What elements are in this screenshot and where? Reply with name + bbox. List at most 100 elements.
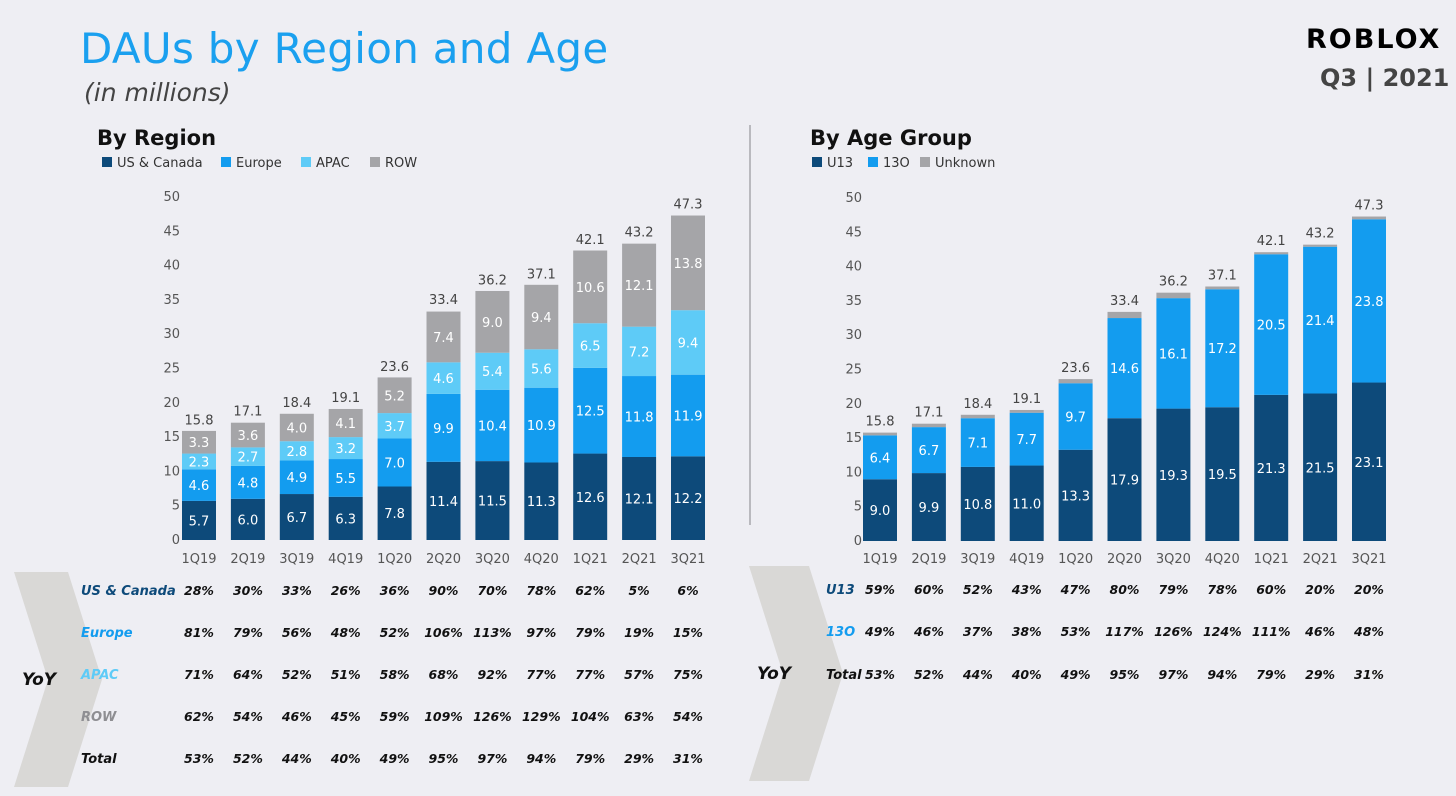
x-tick-label: 2Q20 [426,552,461,567]
data-label-us-and-canada: 6.0 [238,513,259,528]
page-title: DAUs by Region and Age [80,24,609,73]
yoy-cell-13o: 46% [1304,624,1335,639]
y-tick-label: 45 [845,225,862,240]
yoy-cell-13o: 126% [1154,624,1193,639]
y-tick-label: 5 [854,500,862,515]
yoy-cell-us-and-canada: 36% [380,583,410,598]
y-tick-label: 20 [163,396,180,411]
data-label-europe: 11.8 [625,411,654,426]
yoy-cell-row: 46% [281,709,312,724]
yoy-cell-13o: 49% [864,624,895,639]
yoy-cell-row: 63% [624,709,654,724]
bar-segment-row [524,284,559,350]
data-label-apac: 2.8 [286,445,307,460]
total-label: 42.1 [1257,234,1286,249]
data-label-apac: 6.5 [580,340,601,355]
yoy-cell-total: 44% [281,751,312,766]
bar-segment-13o [1058,383,1093,450]
legend-label-apac: APAC [316,156,350,171]
data-label-europe: 4.9 [286,471,307,486]
yoy-cell-apac: 77% [575,667,605,682]
yoy-cell-total: 94% [526,751,556,766]
data-label-us-and-canada: 5.7 [189,514,210,529]
bar-segment-u13 [960,466,995,541]
bar-segment-unknown [911,423,946,428]
legend-label-europe: Europe [236,156,282,171]
yoy-cell-row: 129% [522,709,561,724]
data-label-13o: 20.5 [1257,319,1286,334]
section-divider [749,125,751,525]
legend-swatch-row [370,157,380,167]
bar-segment-apac [573,323,608,368]
bar-segment-u13 [863,479,897,541]
bar-segment-us-and-canada [377,486,412,540]
yoy-cell-total: 52% [914,667,944,682]
bar-segment-europe [230,465,265,499]
x-tick-label: 3Q21 [1351,552,1386,567]
data-label-us-and-canada: 11.3 [527,495,556,510]
legend-label-13o: 13O [883,156,910,171]
yoy-cell-total: 29% [624,751,654,766]
y-tick-label: 0 [172,533,180,548]
y-tick-label: 20 [845,397,862,412]
yoy-cell-europe: 19% [624,625,654,640]
x-tick-label: 1Q20 [1058,552,1093,567]
total-label: 36.2 [478,274,507,289]
data-label-us-and-canada: 11.5 [478,495,507,510]
data-label-apac: 9.4 [678,336,699,351]
yoy-cell-us-and-canada: 70% [477,583,507,598]
total-label: 37.1 [1208,268,1237,283]
data-label-europe: 5.5 [335,472,356,487]
bar-segment-unknown [1107,311,1142,319]
data-label-13o: 7.7 [1016,433,1037,448]
bar-segment-13o [863,435,897,480]
data-label-u13: 10.8 [963,498,992,513]
bar-segment-unknown [1303,244,1338,247]
yoy-cell-us-and-canada: 78% [526,583,556,598]
yoy-cell-row: 54% [673,709,703,724]
y-tick-label: 25 [163,362,180,377]
roblox-logo: ROBLOX [1306,24,1442,55]
yoy-cell-13o: 111% [1252,624,1291,639]
data-label-apac: 2.7 [238,451,259,466]
data-label-13o: 7.1 [967,437,988,452]
x-tick-label: 1Q20 [377,552,412,567]
data-label-u13: 21.3 [1257,462,1286,477]
legend-label-us-and-canada: US & Canada [117,156,203,171]
x-tick-label: 1Q21 [1254,552,1289,567]
yoy-row-label-u13: U13 [826,583,855,598]
bar-segment-row [230,422,265,448]
data-label-apac: 4.6 [433,372,454,387]
yoy-cell-row: 104% [571,709,610,724]
data-label-u13: 19.3 [1159,469,1188,484]
data-label-europe: 4.8 [238,476,259,491]
yoy-cell-13o: 37% [963,624,993,639]
bar-segment-row [622,243,657,327]
yoy-cell-total: 53% [865,667,895,682]
x-tick-label: 2Q19 [911,552,946,567]
bar-segment-row [377,377,412,414]
yoy-cell-total: 79% [1256,667,1286,682]
data-label-us-and-canada: 12.2 [674,492,703,507]
x-tick-label: 4Q20 [1205,552,1240,567]
total-label: 17.1 [914,406,943,421]
bar-segment-apac [377,413,412,439]
data-label-europe: 10.4 [478,419,507,434]
x-tick-label: 3Q19 [960,552,995,567]
yoy-cell-u13: 47% [1060,582,1091,597]
bar-segment-europe [279,460,314,495]
data-label-us-and-canada: 12.6 [576,491,605,506]
data-label-13o: 16.1 [1159,347,1188,362]
yoy-cell-total: 31% [673,751,703,766]
y-tick-label: 15 [845,431,862,446]
yoy-cell-apac: 57% [624,667,654,682]
bar-segment-13o [1303,246,1338,394]
legend-swatch-unknown [920,157,930,167]
bar-segment-us-and-canada [279,494,314,540]
y-tick-label: 0 [854,534,862,549]
total-label: 33.4 [429,293,458,308]
y-tick-label: 5 [172,499,180,514]
y-tick-label: 10 [845,465,862,480]
data-label-us-and-canada: 12.1 [625,492,654,507]
x-tick-label: 2Q21 [1303,552,1338,567]
